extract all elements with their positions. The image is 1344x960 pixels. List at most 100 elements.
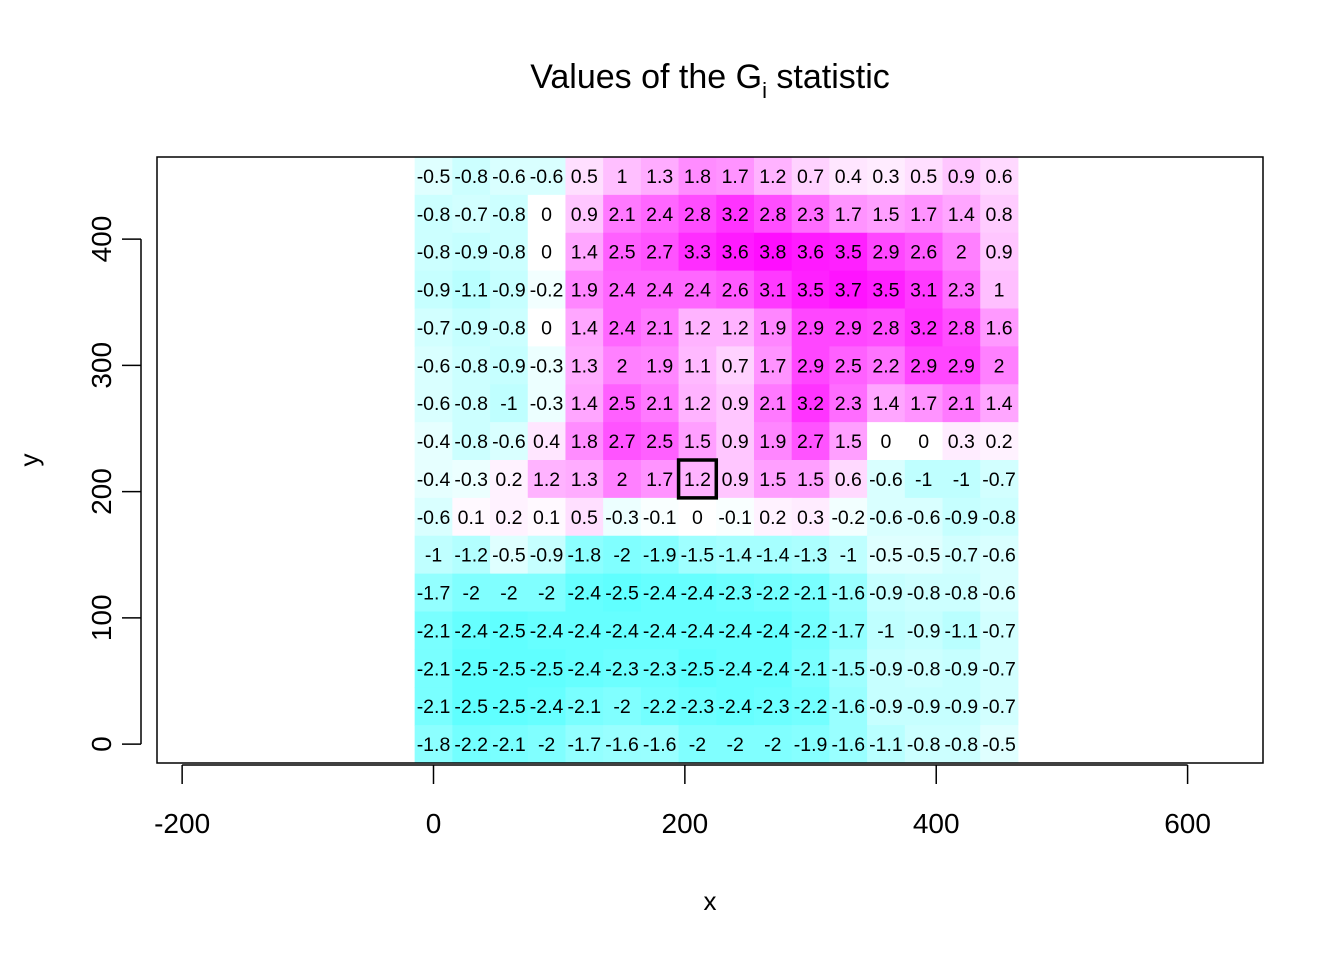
heatmap-cell: [527, 725, 566, 764]
cell-value-label: -2: [538, 583, 555, 605]
heatmap-cell: [678, 725, 717, 764]
cell-value-label: 3.2: [797, 393, 824, 415]
y-tick-label: 300: [86, 342, 117, 389]
cell-value-label: -0.6: [492, 166, 526, 188]
y-tick-label: 100: [86, 594, 117, 641]
heatmap-cell: [942, 725, 981, 764]
cell-value-label: -2.4: [718, 658, 752, 680]
cell-value-label: -0.5: [869, 545, 903, 567]
cell-value-label: -0.6: [982, 583, 1016, 605]
heatmap-cell: [565, 573, 604, 612]
heatmap-cell: [565, 384, 604, 423]
cell-value-label: -0.5: [492, 545, 526, 567]
y-tick-label: 400: [86, 216, 117, 263]
heatmap-cell: [791, 384, 830, 423]
x-axis-label: x: [704, 886, 717, 916]
cell-value-label: -0.8: [492, 242, 526, 264]
cell-value-label: 2.5: [646, 431, 673, 453]
heatmap-cell: [753, 308, 793, 347]
heatmap-cell: [414, 649, 453, 688]
heatmap-cell: [640, 422, 680, 461]
cell-value-label: -0.9: [454, 242, 488, 264]
heatmap-cell: [716, 157, 755, 196]
cell-value-label: -2.4: [718, 696, 752, 718]
cell-value-label: 0.7: [797, 166, 824, 188]
heatmap-cell: [904, 497, 944, 537]
cell-value-label: -0.6: [869, 469, 903, 491]
cell-value-label: -2.4: [454, 620, 488, 642]
cell-value-label: 0.9: [948, 166, 975, 188]
cell-value-label: 3.5: [835, 242, 862, 264]
cell-value-label: -0.5: [907, 545, 941, 567]
cell-value-label: -0.9: [945, 696, 979, 718]
cell-value-label: 1.2: [684, 469, 711, 491]
x-tick-label: 400: [913, 808, 960, 839]
cell-value-label: -1.7: [568, 734, 602, 756]
heatmap-cell: [942, 346, 981, 385]
heatmap-cell: [452, 611, 491, 650]
cell-value-label: 1.7: [910, 393, 937, 415]
heatmap-cell: [414, 384, 453, 423]
cell-value-label: 2.1: [759, 393, 786, 415]
cell-value-label: -2.2: [794, 696, 828, 718]
heatmap-cell: [753, 422, 793, 461]
cell-value-label: 1.1: [684, 355, 711, 377]
cell-value-label: -2.5: [454, 696, 488, 718]
cell-value-label: 2.2: [872, 355, 899, 377]
cell-value-label: 1.5: [872, 204, 899, 226]
heatmap-cell: [527, 535, 566, 575]
cell-value-label: 1.3: [571, 355, 598, 377]
cell-value-label: -0.7: [945, 545, 979, 567]
cell-value-label: -2.1: [492, 734, 526, 756]
heatmap-cell: [640, 232, 680, 272]
heatmap-cell: [414, 497, 453, 537]
cell-value-label: 2.9: [835, 317, 862, 339]
cell-value-label: -0.5: [982, 734, 1016, 756]
cell-value-label: -0.7: [454, 204, 488, 226]
heatmap-cell: [753, 725, 793, 764]
cell-value-label: -2.4: [568, 620, 602, 642]
cell-value-label: 1.9: [759, 317, 786, 339]
heatmap-cell: [829, 194, 868, 234]
cell-value-label: -2: [689, 734, 706, 756]
heatmap-cell: [980, 422, 1019, 461]
heatmap-cell: [490, 611, 529, 650]
heatmap-cell: [716, 270, 755, 309]
cell-value-label: -0.4: [417, 431, 451, 453]
cell-value-label: -0.9: [869, 583, 903, 605]
cell-value-label: 2.9: [910, 355, 937, 377]
heatmap-cell: [640, 649, 680, 688]
heatmap-cell: [829, 649, 868, 688]
cell-value-label: 2: [956, 242, 967, 264]
cell-value-label: -2.5: [492, 658, 526, 680]
cell-value-label: 0: [541, 242, 552, 264]
heatmap-cell: [904, 270, 944, 309]
cell-value-label: -0.8: [907, 658, 941, 680]
heatmap-cell: [452, 157, 491, 196]
cell-value-label: -2.3: [681, 696, 715, 718]
heatmap-cell: [527, 346, 566, 385]
heatmap-cell: [490, 535, 529, 575]
heatmap-cell: [980, 687, 1019, 726]
heatmap-cell: [452, 649, 491, 688]
cell-value-label: -0.9: [530, 545, 564, 567]
cell-value-label: -1.6: [605, 734, 639, 756]
heatmap-cell: [490, 346, 529, 385]
heatmap-cell: [603, 535, 642, 575]
cell-value-label: 0.5: [910, 166, 937, 188]
heatmap-cell: [452, 308, 491, 347]
heatmap-cell: [603, 611, 642, 650]
cell-value-label: 2.1: [646, 393, 673, 415]
heatmap-cell: [640, 346, 680, 385]
heatmap-cell: [867, 270, 906, 309]
cell-value-label: -0.8: [945, 734, 979, 756]
cell-value-label: 0.1: [458, 507, 485, 529]
heatmap-cell: [640, 687, 680, 726]
cell-value-label: -2.4: [568, 658, 602, 680]
heatmap-cell: [565, 687, 604, 726]
heatmap-cell: [603, 573, 642, 612]
heatmap-cell: [678, 649, 717, 688]
heatmap-cell: [490, 687, 529, 726]
heatmap-cell: [942, 270, 981, 309]
heatmap-cell: [904, 194, 944, 234]
